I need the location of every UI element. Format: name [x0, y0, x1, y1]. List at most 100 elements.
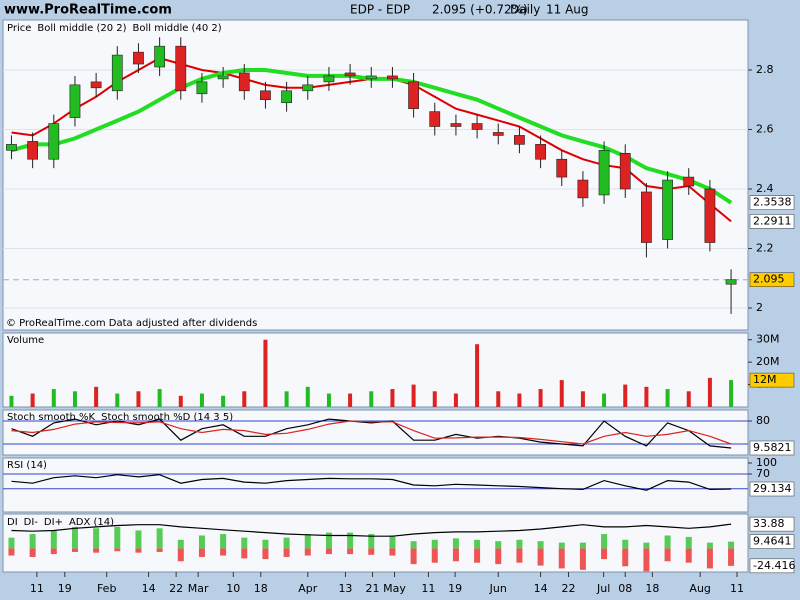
candle-body — [344, 72, 356, 77]
last-value-box — [749, 516, 795, 532]
di-bar — [135, 530, 142, 549]
di-bar — [728, 548, 735, 566]
indicator-line — [11, 420, 732, 445]
di-bar — [728, 541, 735, 549]
x-tick-label: 19 — [448, 582, 462, 595]
di-bar — [177, 548, 184, 562]
indicator-line — [11, 474, 732, 491]
di-bar — [220, 534, 227, 549]
candle-body — [6, 144, 17, 151]
di-bar — [389, 535, 396, 549]
volume-bar — [559, 380, 564, 407]
di-bar — [71, 548, 78, 552]
candle-body — [577, 179, 589, 199]
di-bar — [410, 548, 417, 565]
candle-body — [90, 81, 102, 89]
candle-body — [556, 158, 568, 178]
volume-bar — [72, 391, 77, 407]
y-tick-label: 2.8 — [756, 63, 774, 76]
adx-line — [11, 523, 732, 537]
volume-bar — [369, 391, 374, 407]
candle-body — [238, 72, 250, 92]
di-bar — [93, 528, 100, 549]
di-bar — [579, 548, 586, 570]
candle-body — [598, 150, 610, 196]
volume-bar — [242, 391, 247, 407]
volume-bar — [305, 386, 310, 407]
di-bar — [368, 534, 375, 549]
candle-body — [492, 132, 504, 136]
date: 11 Aug — [546, 3, 589, 17]
volume-bar — [178, 395, 183, 407]
x-tick-label: 11 — [730, 582, 744, 595]
candle-body — [514, 135, 525, 145]
di-bar — [431, 548, 438, 563]
volume-bar — [411, 384, 416, 407]
candle-body — [408, 81, 419, 109]
legend-entry: Stoch smooth %K — [7, 412, 96, 423]
candle-body — [535, 144, 546, 160]
x-tick-label: Aug — [689, 582, 710, 595]
di-bar — [495, 548, 502, 565]
di-bar — [198, 535, 205, 549]
di-bar — [114, 526, 121, 549]
volume-bar — [665, 389, 670, 407]
x-tick-label: Feb — [97, 582, 116, 595]
last-value-label: 12M — [753, 373, 777, 386]
last-value-box — [749, 534, 795, 549]
di-bar — [452, 538, 459, 549]
x-tick-label: 19 — [58, 582, 72, 595]
candle-body — [662, 179, 673, 240]
candle-body — [365, 75, 377, 80]
di-bar — [601, 548, 608, 560]
di-bar — [325, 548, 332, 555]
di-bar — [220, 548, 227, 556]
volume-bar — [496, 391, 501, 407]
candle-body — [175, 45, 187, 92]
x-tick-label: Mar — [188, 582, 209, 595]
y-tick-label: 2.2 — [756, 241, 774, 254]
di-bar — [304, 548, 311, 556]
candle-body — [450, 123, 462, 127]
y-tick-label: 80 — [756, 414, 770, 427]
candle-body — [48, 123, 60, 160]
x-tick-label: 18 — [645, 582, 659, 595]
di-bar — [50, 530, 57, 549]
candle-body — [302, 84, 314, 92]
di-bar — [368, 548, 375, 555]
di-bar — [389, 548, 396, 556]
volume-bar — [475, 344, 480, 407]
volume-bar — [390, 389, 395, 407]
volume-bar — [644, 386, 649, 407]
candle-body — [260, 90, 271, 101]
y-tick-label: 2.4 — [756, 182, 774, 195]
candle-body — [154, 45, 165, 68]
di-bar — [93, 548, 100, 553]
legend-entry: DI- — [24, 517, 39, 528]
panel — [2, 332, 749, 408]
volume-bar — [30, 393, 35, 407]
last-value-label: 29.134 — [753, 482, 792, 495]
di-bar — [283, 537, 290, 549]
di-bar — [347, 548, 354, 555]
candle-body — [111, 54, 123, 92]
last-value-box — [749, 214, 795, 229]
candle-body — [471, 123, 483, 130]
x-tick-label: 14 — [142, 582, 156, 595]
indicator-line — [11, 418, 732, 449]
di-bar — [685, 548, 692, 563]
volume-bar — [115, 393, 120, 407]
volume-bar — [686, 391, 691, 407]
di-bar — [537, 548, 544, 566]
di-bar — [601, 534, 608, 549]
di-bar — [516, 539, 523, 549]
di-bar — [474, 539, 481, 549]
di-bar — [706, 542, 713, 549]
x-tick-label: Apr — [298, 582, 318, 595]
x-tick-label: Jun — [489, 582, 507, 595]
period: Daily — [510, 3, 540, 17]
volume-bar — [51, 389, 56, 407]
candle-body — [323, 75, 335, 83]
x-tick-label: 21 — [366, 582, 380, 595]
